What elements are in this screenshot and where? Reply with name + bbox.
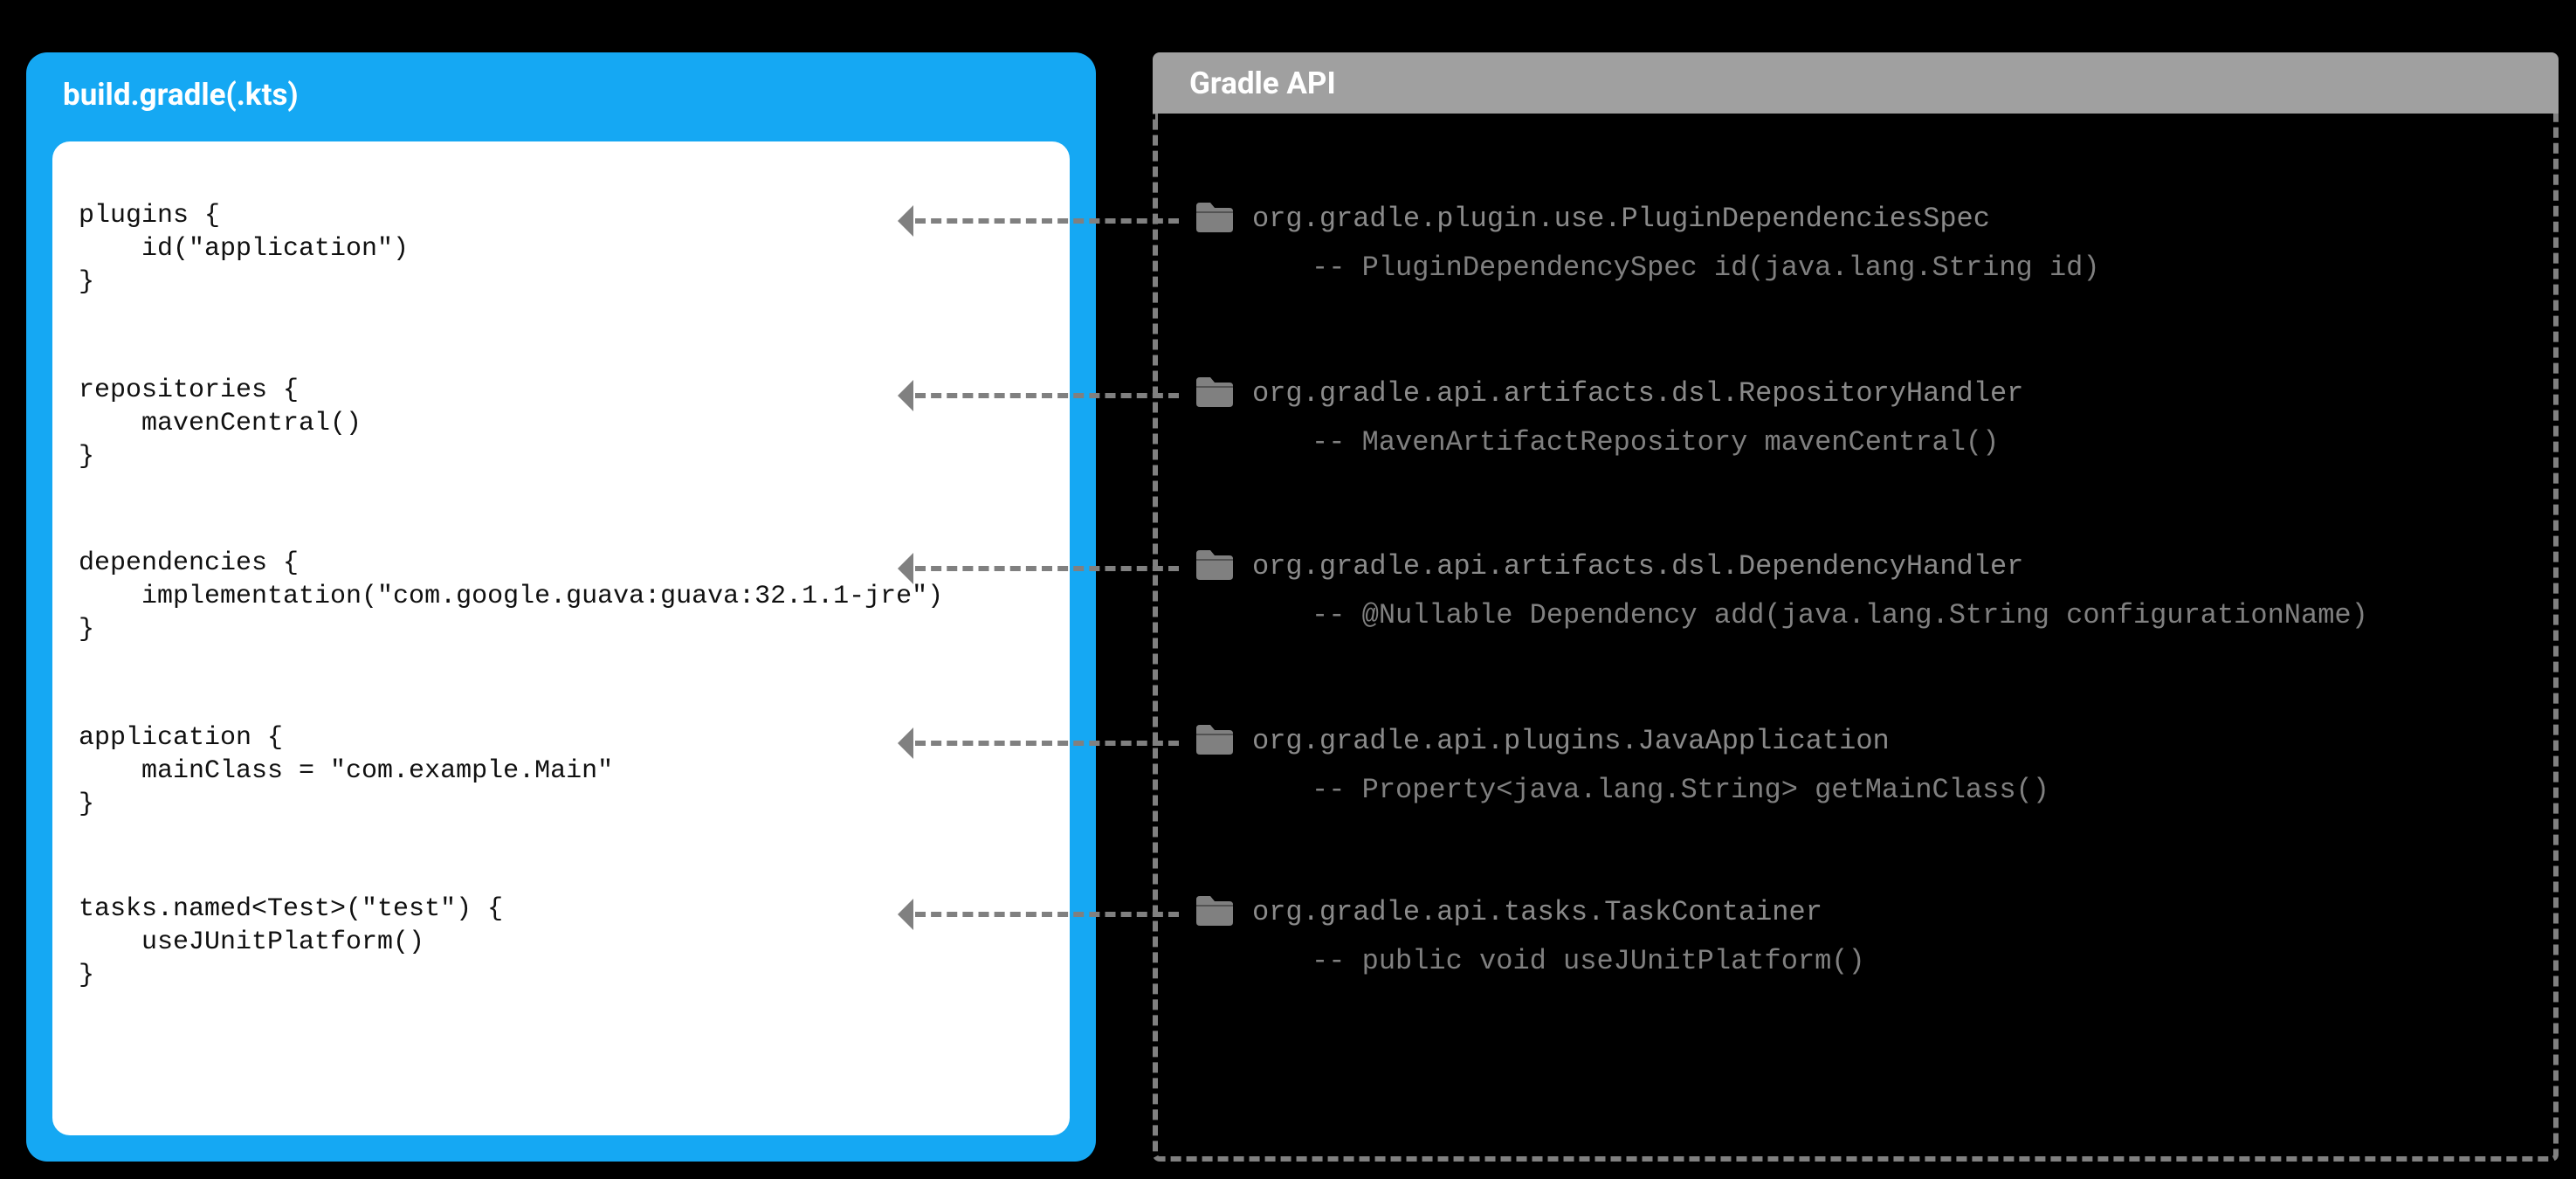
code-line: } bbox=[79, 789, 94, 819]
api-type: org.gradle.api.tasks.TaskContainer bbox=[1252, 896, 1822, 928]
code-line: mainClass = "com.example.Main" bbox=[79, 756, 613, 786]
api-detail: -- MavenArtifactRepository mavenCentral(… bbox=[1312, 426, 1999, 458]
code-line: application { bbox=[79, 723, 283, 753]
code-line: } bbox=[79, 615, 94, 645]
code-box bbox=[52, 141, 1070, 1135]
code-line: plugins { bbox=[79, 201, 220, 231]
folder-icon bbox=[1195, 723, 1235, 756]
connector-line bbox=[915, 393, 1179, 398]
code-line: mavenCentral() bbox=[79, 409, 362, 438]
code-line: } bbox=[79, 267, 94, 297]
code-line: useJUnitPlatform() bbox=[79, 927, 424, 957]
api-detail: -- @Nullable Dependency add(java.lang.St… bbox=[1312, 599, 2368, 631]
folder-icon bbox=[1195, 894, 1235, 927]
folder-icon bbox=[1195, 548, 1235, 582]
api-detail: -- public void useJUnitPlatform() bbox=[1312, 945, 1865, 977]
connector-line bbox=[915, 741, 1179, 746]
code-line: repositories { bbox=[79, 376, 299, 405]
left-panel-title: build.gradle(.kts) bbox=[63, 77, 299, 113]
connector-arrowhead bbox=[898, 380, 913, 411]
connector-line bbox=[915, 566, 1179, 571]
connector-arrowhead bbox=[898, 899, 913, 930]
diagram-canvas: build.gradle(.kts) plugins { id("applica… bbox=[0, 0, 2576, 1179]
connector-arrowhead bbox=[898, 553, 913, 584]
folder-icon bbox=[1195, 376, 1235, 409]
code-line: } bbox=[79, 442, 94, 472]
connector-arrowhead bbox=[898, 205, 913, 237]
right-panel-title: Gradle API bbox=[1189, 66, 1336, 101]
connector-line bbox=[915, 218, 1179, 224]
api-detail: -- Property<java.lang.String> getMainCla… bbox=[1312, 774, 2049, 806]
api-type: org.gradle.plugin.use.PluginDependencies… bbox=[1252, 203, 1990, 235]
api-type: org.gradle.api.artifacts.dsl.RepositoryH… bbox=[1252, 377, 2023, 410]
api-detail: -- PluginDependencySpec id(java.lang.Str… bbox=[1312, 252, 2100, 284]
code-line: id("application") bbox=[79, 234, 409, 264]
right-panel-header: Gradle API bbox=[1153, 52, 2559, 114]
connector-arrowhead bbox=[898, 727, 913, 759]
code-line: } bbox=[79, 961, 94, 990]
code-line: dependencies { bbox=[79, 548, 299, 578]
api-type: org.gradle.api.plugins.JavaApplication bbox=[1252, 725, 1890, 757]
api-type: org.gradle.api.artifacts.dsl.DependencyH… bbox=[1252, 550, 2023, 583]
code-line: tasks.named<Test>("test") { bbox=[79, 894, 503, 924]
folder-icon bbox=[1195, 201, 1235, 234]
code-line: implementation("com.google.guava:guava:3… bbox=[79, 582, 943, 611]
connector-line bbox=[915, 912, 1179, 917]
